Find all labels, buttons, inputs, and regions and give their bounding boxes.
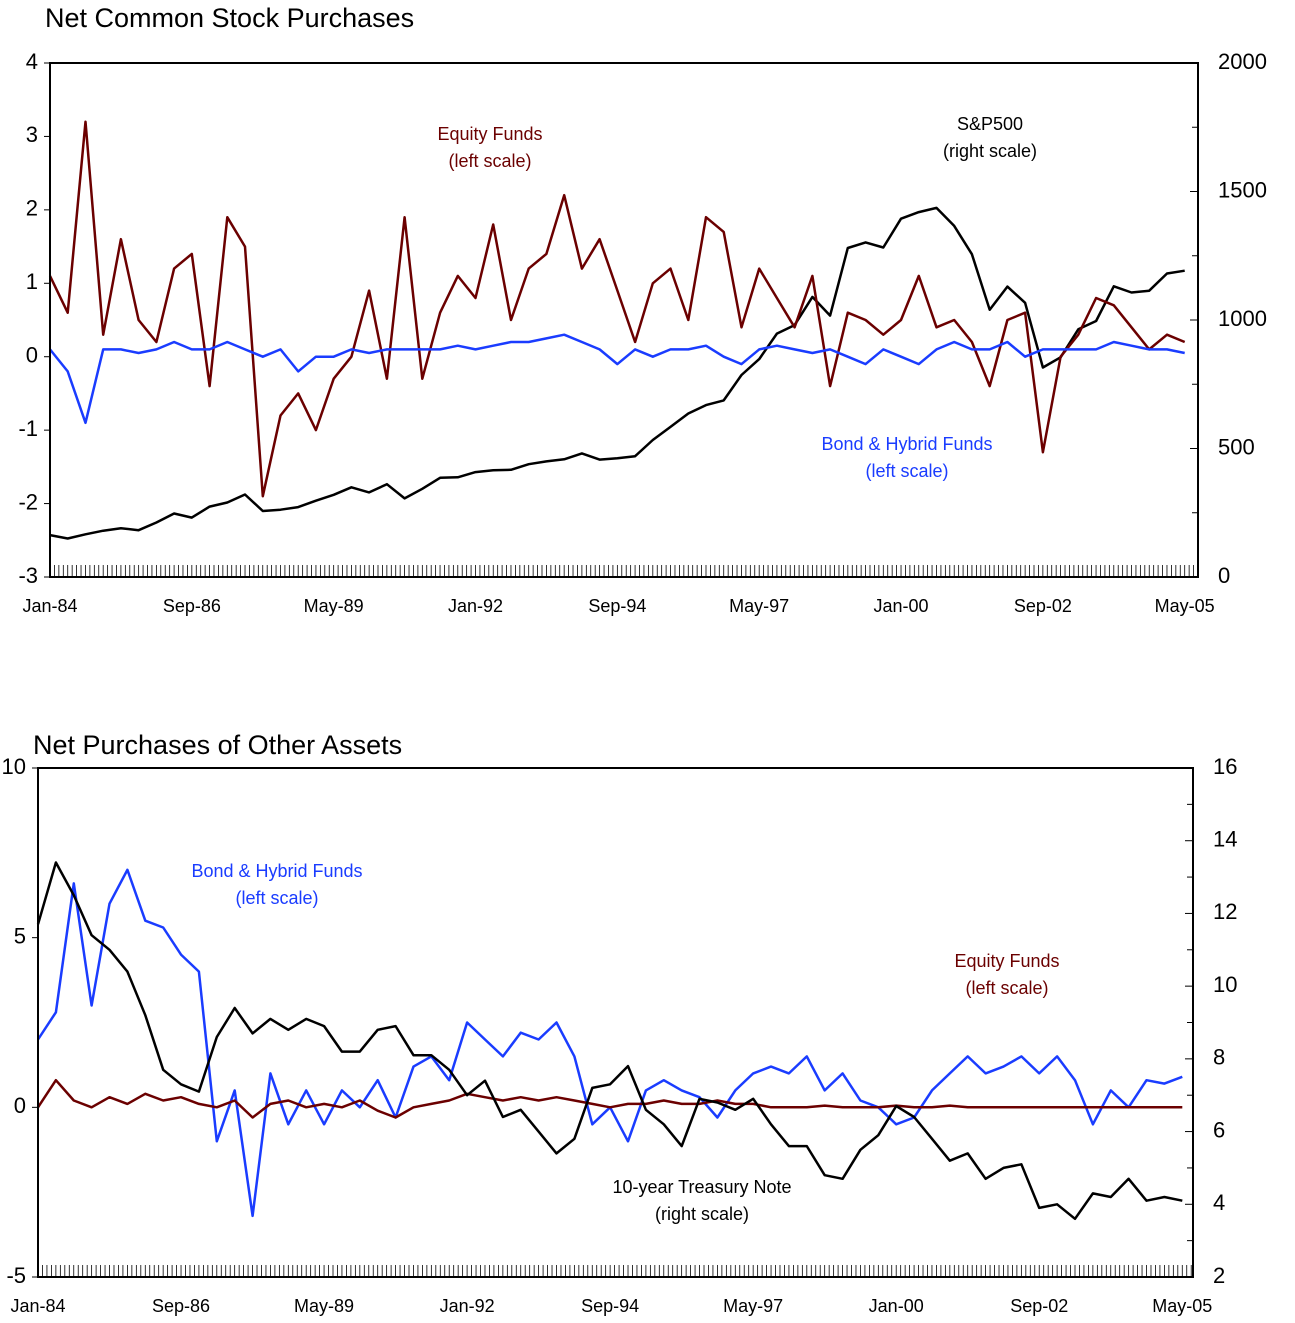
series-annotation: (right scale) bbox=[943, 141, 1037, 161]
x-tick-label: May-05 bbox=[1152, 1296, 1212, 1316]
y2-tick-label: 2000 bbox=[1218, 49, 1267, 74]
series-label: Equity Funds bbox=[954, 951, 1059, 971]
chart-title: Net Purchases of Other Assets bbox=[33, 730, 402, 760]
chart: Net Common Stock Purchases -3 -2 -1 0 1 2 3 4 0 50… bbox=[18, 3, 1267, 616]
y-tick-label: -1 bbox=[18, 416, 38, 441]
y2-tick-label: 500 bbox=[1218, 434, 1255, 459]
series-line bbox=[49, 206, 1185, 540]
series-annotation: (right scale) bbox=[655, 1204, 749, 1224]
y-tick-label: -3 bbox=[18, 563, 38, 588]
y-tick-label: -2 bbox=[18, 489, 38, 514]
x-tick-label: Jan-84 bbox=[22, 596, 77, 616]
series-line bbox=[36, 1078, 1183, 1119]
y2-tick-label: 0 bbox=[1218, 563, 1230, 588]
y-tick-label: 0 bbox=[26, 343, 38, 368]
y2-tick-label: 8 bbox=[1213, 1045, 1225, 1070]
series-line bbox=[48, 120, 1186, 498]
y-tick-label: -5 bbox=[6, 1263, 26, 1288]
x-tick-label: Sep-86 bbox=[152, 1296, 210, 1316]
y-tick-label: 0 bbox=[14, 1093, 26, 1118]
series-label: 10-year Treasury Note bbox=[612, 1177, 791, 1197]
y2-tick-label: 1500 bbox=[1218, 177, 1267, 202]
y2-tick-label: 4 bbox=[1213, 1190, 1225, 1215]
y-tick-label: 1 bbox=[26, 269, 38, 294]
y-tick-label: 3 bbox=[26, 122, 38, 147]
y2-tick-label: 16 bbox=[1213, 754, 1237, 779]
series-label: Bond & Hybrid Funds bbox=[821, 434, 992, 454]
plot-frame bbox=[37, 767, 1194, 1278]
series-annotation: (left scale) bbox=[235, 888, 318, 908]
plot-frame bbox=[49, 62, 1199, 578]
x-tick-label: May-97 bbox=[723, 1296, 783, 1316]
x-tick-label: Sep-86 bbox=[163, 596, 221, 616]
x-tick-label: Sep-02 bbox=[1010, 1296, 1068, 1316]
series-annotation: (left scale) bbox=[965, 978, 1048, 998]
x-tick-label: Jan-00 bbox=[869, 1296, 924, 1316]
y-tick-label: 10 bbox=[2, 754, 26, 779]
y2-tick-label: 1000 bbox=[1218, 306, 1267, 331]
y2-tick-label: 2 bbox=[1213, 1263, 1225, 1288]
y2-tick-label: 12 bbox=[1213, 899, 1237, 924]
series-line bbox=[49, 333, 1185, 425]
y2-tick-label: 10 bbox=[1213, 972, 1237, 997]
y2-tick-label: 6 bbox=[1213, 1117, 1225, 1142]
series-line bbox=[36, 861, 1183, 1221]
y-tick-label: 2 bbox=[26, 196, 38, 221]
x-tick-label: Sep-94 bbox=[581, 1296, 639, 1316]
x-tick-label: Sep-94 bbox=[588, 596, 646, 616]
series-annotation: (left scale) bbox=[448, 151, 531, 171]
x-tick-label: May-89 bbox=[304, 596, 364, 616]
x-tick-label: May-89 bbox=[294, 1296, 354, 1316]
series-label: S&P500 bbox=[957, 114, 1023, 134]
series-line bbox=[36, 868, 1183, 1218]
series-annotation: (left scale) bbox=[865, 461, 948, 481]
series-label: Bond & Hybrid Funds bbox=[191, 861, 362, 881]
x-tick-label: May-97 bbox=[729, 596, 789, 616]
x-tick-label: Jan-84 bbox=[10, 1296, 65, 1316]
x-tick-label: May-05 bbox=[1155, 596, 1215, 616]
x-tick-label: Jan-00 bbox=[874, 596, 929, 616]
y-tick-label: 5 bbox=[14, 923, 26, 948]
chart-title: Net Common Stock Purchases bbox=[45, 3, 414, 33]
x-tick-label: Sep-02 bbox=[1014, 596, 1072, 616]
x-tick-label: Jan-92 bbox=[440, 1296, 495, 1316]
series-label: Equity Funds bbox=[437, 124, 542, 144]
chart: Net Purchases of Other Assets -5 0 5 10 2 4 6 8 1… bbox=[2, 730, 1238, 1316]
y2-tick-label: 14 bbox=[1213, 827, 1237, 852]
x-tick-label: Jan-92 bbox=[448, 596, 503, 616]
y-tick-label: 4 bbox=[26, 49, 38, 74]
